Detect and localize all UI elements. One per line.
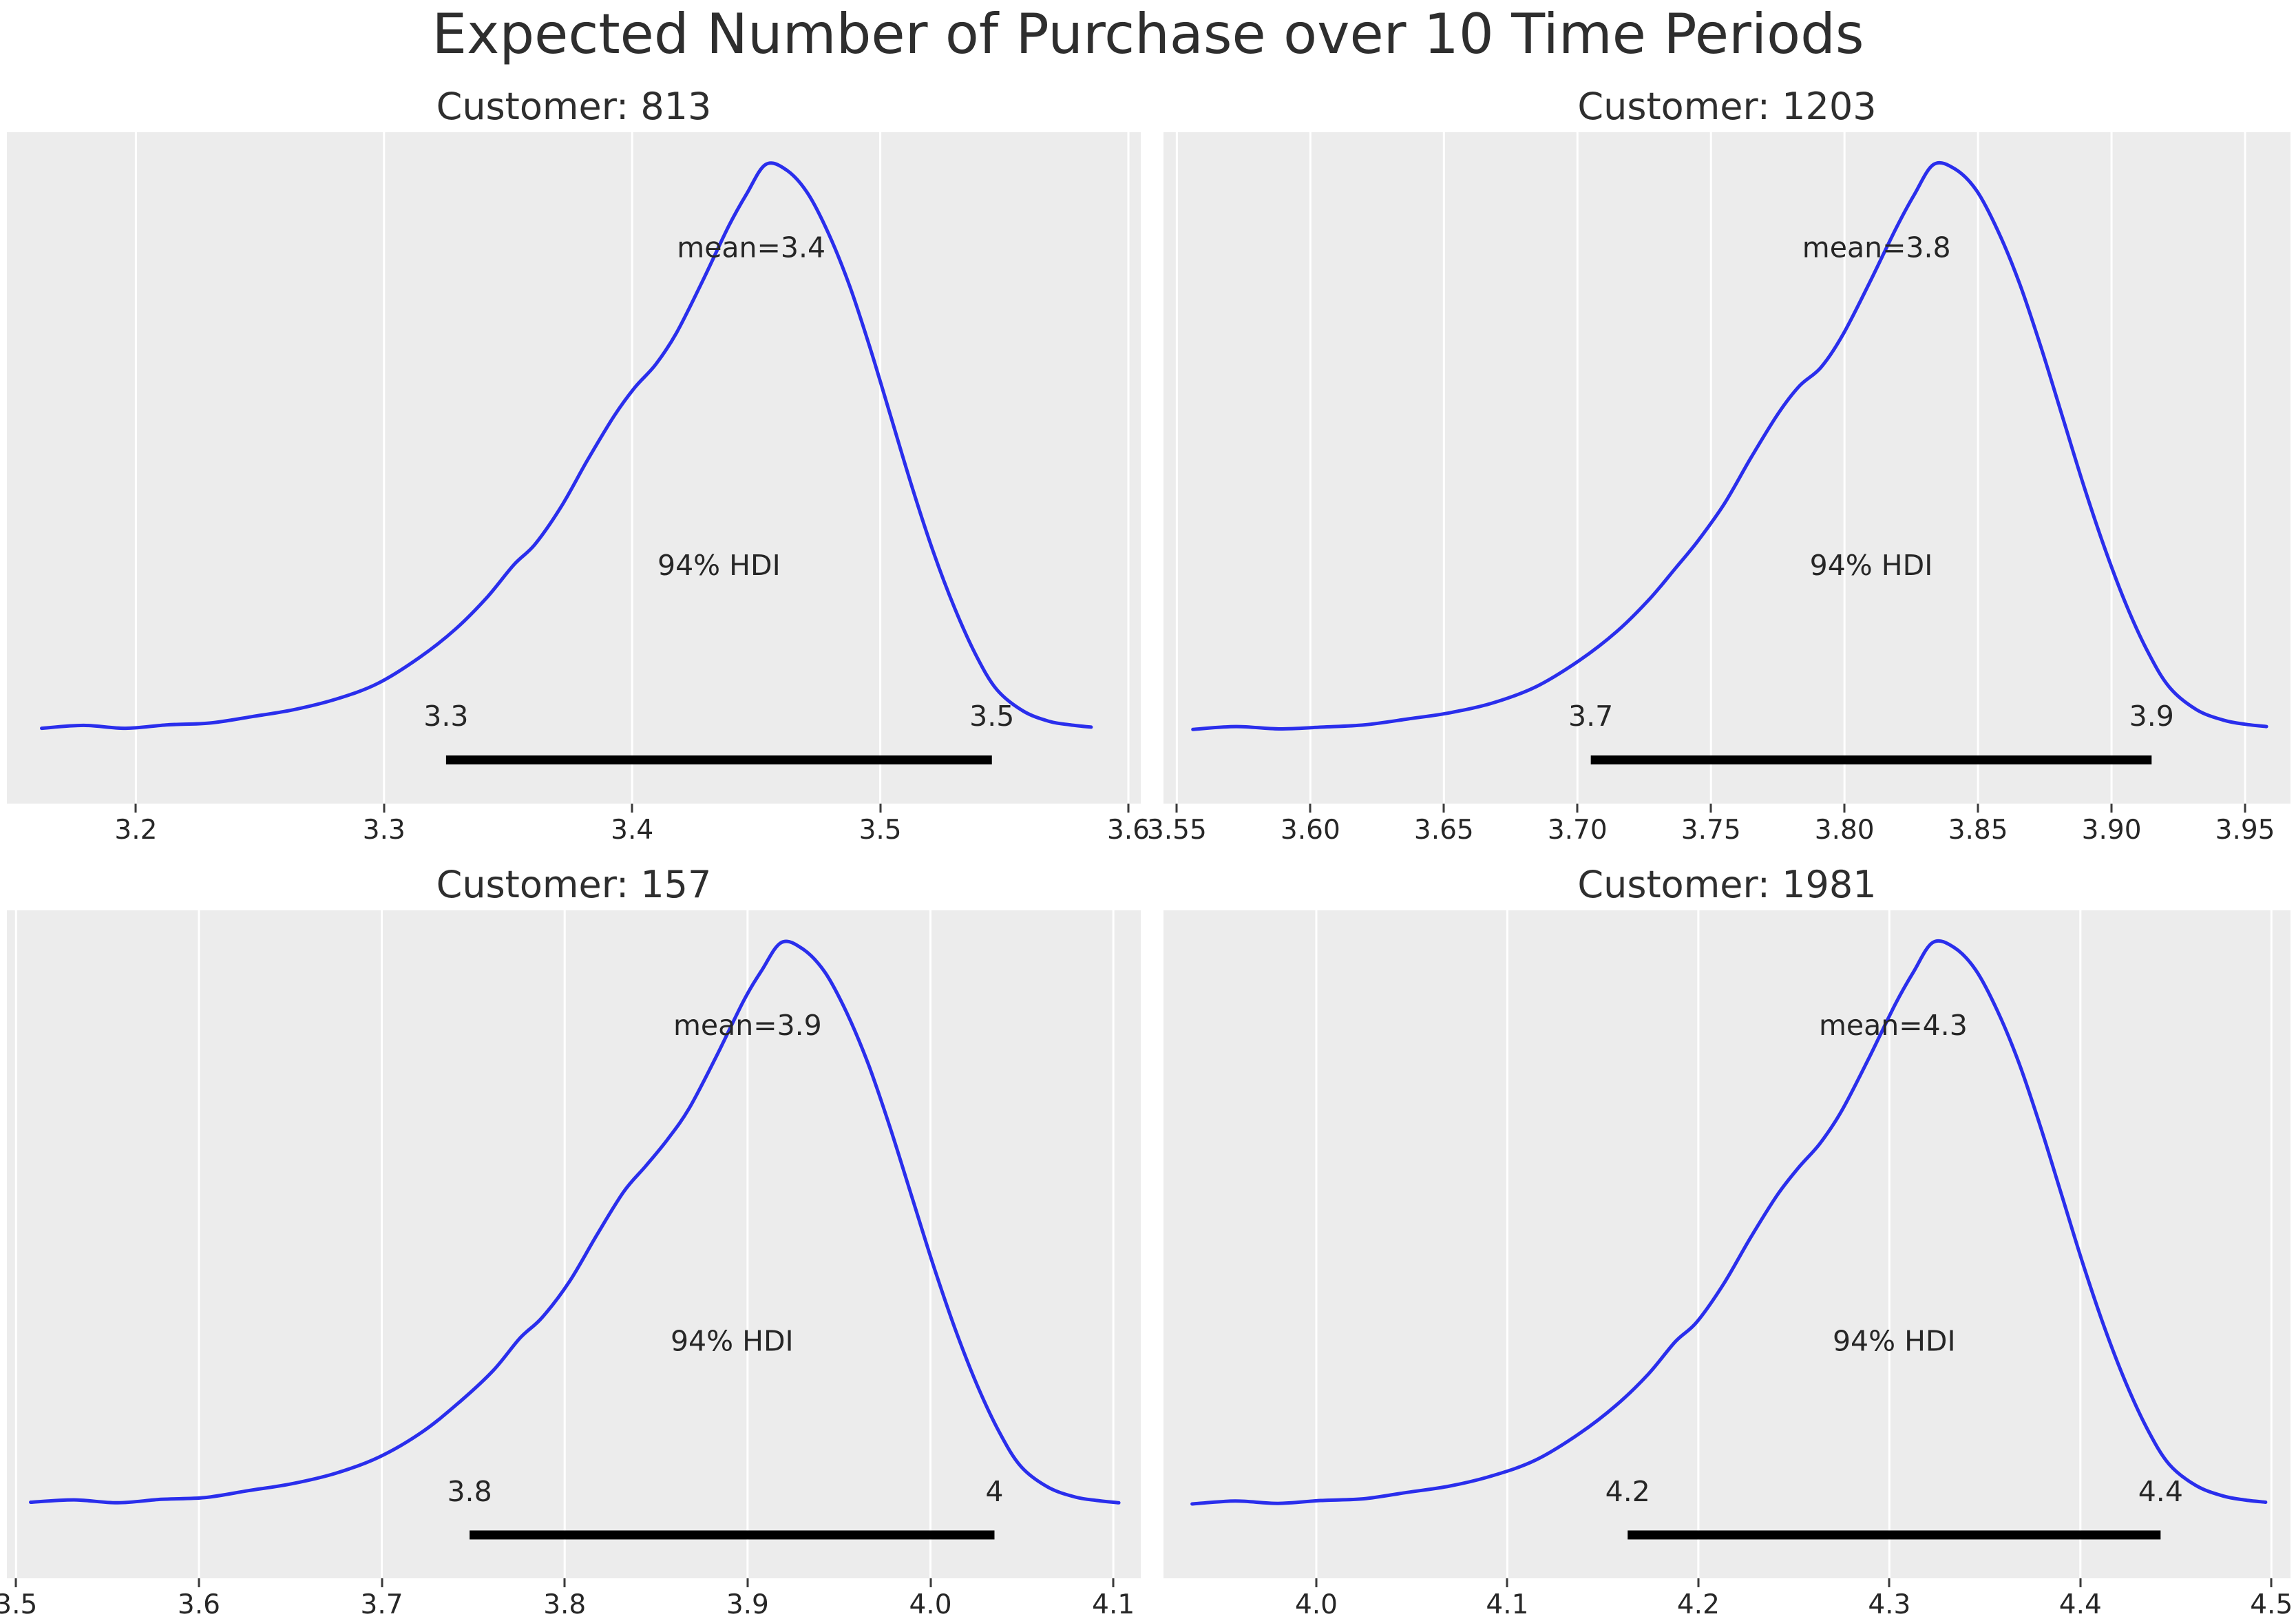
tick-label: 4.0	[1294, 1589, 1338, 1620]
subplot-customer-1981: Customer: 1981 mean=4.3 94% HDI 4.2 4.4 4.0…	[1163, 865, 2293, 1620]
tick-mark	[631, 804, 633, 813]
tick-label: 3.60	[1280, 815, 1340, 846]
mean-label: mean=3.4	[677, 231, 825, 264]
tick-label: 3.2	[114, 815, 158, 846]
tick-mark	[1506, 1578, 1508, 1587]
tick-label: 3.6	[1106, 815, 1150, 846]
subplot-customer-1203: Customer: 1203 mean=3.8 94% HDI 3.7 3.9 3.5…	[1147, 87, 2290, 846]
tick-label: 3.65	[1413, 815, 1474, 846]
tick-mark	[1442, 804, 1445, 813]
hdi-lower-bound-label: 4.2	[1605, 1475, 1650, 1508]
tick-mark	[929, 1578, 931, 1587]
tick-label: 4.3	[1868, 1589, 1911, 1620]
tick-mark	[1843, 804, 1846, 813]
tick-label: 4.0	[909, 1589, 952, 1620]
x-axis: 3.55 3.60 3.65 3.70 3.75 3.80 3.85 3.90 3.95	[1147, 804, 2290, 846]
tick-label: 3.9	[726, 1589, 769, 1620]
subplot-customer-157: Customer: 157 mean=3.9 94% HDI 3.8 4 3.5 3.6…	[0, 865, 1141, 1620]
tick-mark	[1977, 804, 1979, 813]
tick-label: 3.6	[177, 1589, 220, 1620]
tick-label: 3.5	[0, 1589, 38, 1620]
tick-label: 3.7	[360, 1589, 403, 1620]
tick-mark	[383, 804, 386, 813]
tick-label: 4.1	[1092, 1589, 1135, 1620]
tick-label: 3.75	[1681, 815, 1741, 846]
density-plot: mean=3.4 94% HDI 3.3 3.5	[7, 132, 1141, 804]
tick-mark	[1127, 804, 1130, 813]
hdi-label: 94% HDI	[1810, 549, 1933, 582]
tick-mark	[1315, 1578, 1318, 1587]
tick-label: 3.95	[2215, 815, 2275, 846]
hdi-upper-bound-label: 4	[985, 1475, 1003, 1508]
tick-label: 3.3	[362, 815, 406, 846]
mean-label: mean=4.3	[1819, 1009, 1968, 1042]
tick-mark	[1888, 1578, 1890, 1587]
tick-mark	[2270, 1578, 2273, 1587]
subplot-title: Customer: 157	[436, 863, 712, 906]
hdi-lower-bound-label: 3.7	[1568, 700, 1613, 733]
tick-mark	[879, 804, 882, 813]
tick-mark	[1112, 1578, 1115, 1587]
tick-label: 3.80	[1814, 815, 1875, 846]
density-curve	[1190, 939, 2268, 1506]
hdi-label: 94% HDI	[657, 549, 781, 582]
subplot-title: Customer: 1981	[1577, 863, 1877, 906]
hdi-lower-bound-label: 3.3	[423, 700, 468, 733]
tick-mark	[1576, 804, 1579, 813]
x-axis: 3.2 3.3 3.4 3.5 3.6	[7, 804, 1150, 846]
hdi-label: 94% HDI	[1833, 1325, 1956, 1358]
hdi-label: 94% HDI	[671, 1325, 794, 1358]
tick-label: 3.85	[1948, 815, 2008, 846]
density-curve	[29, 939, 1121, 1505]
tick-mark	[563, 1578, 566, 1587]
tick-mark	[1309, 804, 1312, 813]
mean-label: mean=3.9	[673, 1009, 822, 1042]
tick-mark	[1709, 804, 1712, 813]
density-curve	[1191, 160, 2268, 731]
hdi-lower-bound-label: 3.8	[447, 1475, 492, 1508]
tick-label: 3.70	[1547, 815, 1608, 846]
tick-label: 3.55	[1146, 815, 1207, 846]
tick-mark	[14, 1578, 17, 1587]
density-plot: mean=3.9 94% HDI 3.8 4	[7, 910, 1141, 1578]
subplot-customer-813: Customer: 813 mean=3.4 94% HDI 3.3 3.5 3.2 3…	[7, 87, 1150, 846]
density-plot: mean=4.3 94% HDI 4.2 4.4	[1163, 910, 2290, 1578]
tick-label: 3.4	[611, 815, 654, 846]
tick-mark	[746, 1578, 749, 1587]
tick-label: 4.1	[1486, 1589, 1529, 1620]
tick-mark	[134, 804, 137, 813]
tick-mark	[2244, 804, 2246, 813]
hdi-upper-bound-label: 3.5	[969, 700, 1014, 733]
tick-mark	[2079, 1578, 2082, 1587]
x-axis: 4.0 4.1 4.2 4.3 4.4 4.5	[1163, 1578, 2293, 1621]
figure-title: Expected Number of Purchase over 10 Time…	[432, 2, 1864, 66]
tick-label: 3.8	[543, 1589, 587, 1620]
tick-label: 4.2	[1676, 1589, 1720, 1620]
density-curve	[40, 161, 1093, 731]
hdi-upper-bound-label: 4.4	[2138, 1475, 2183, 1508]
subplot-title: Customer: 1203	[1577, 85, 1877, 128]
subplot-title: Customer: 813	[436, 85, 712, 128]
mean-label: mean=3.8	[1802, 231, 1951, 264]
tick-mark	[1175, 804, 1178, 813]
density-plot: mean=3.8 94% HDI 3.7 3.9	[1163, 132, 2290, 804]
tick-mark	[2110, 804, 2113, 813]
tick-mark	[381, 1578, 383, 1587]
x-axis: 3.5 3.6 3.7 3.8 3.9 4.0 4.1	[0, 1578, 1141, 1621]
tick-label: 3.5	[859, 815, 902, 846]
tick-label: 3.90	[2081, 815, 2142, 846]
tick-mark	[1697, 1578, 1700, 1587]
hdi-upper-bound-label: 3.9	[2129, 700, 2174, 733]
tick-label: 4.5	[2250, 1589, 2293, 1620]
tick-label: 4.4	[2058, 1589, 2102, 1620]
tick-mark	[198, 1578, 200, 1587]
